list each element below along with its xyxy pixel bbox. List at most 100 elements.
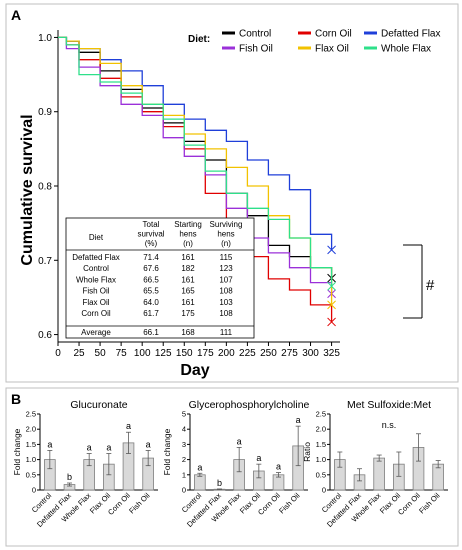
- table-cell: Flax Oil: [82, 298, 109, 307]
- censor-mark-defatted-flax: [327, 245, 336, 255]
- bar-y-tick-label: 0.5: [316, 470, 326, 479]
- bar-y-tick-label: 0: [322, 486, 326, 495]
- table-cell: 65.5: [143, 287, 159, 296]
- series-line-fish-oil: [58, 36, 333, 294]
- category-label-corn-oil: Corn Oil: [396, 491, 422, 517]
- bar-y-tick-label: 1.5: [26, 440, 36, 449]
- table-average-cell: 111: [220, 328, 233, 337]
- significance-letter: a: [276, 462, 281, 472]
- table-header: DietTotalsurvival(%)Startinghens(n)Survi…: [89, 220, 243, 248]
- legend-label-flax-oil: Flax Oil: [315, 44, 349, 55]
- table-cell: 61.7: [143, 309, 159, 318]
- series-line-whole-flax: [58, 36, 333, 287]
- category-label-fish-oil: Fish Oil: [277, 491, 302, 516]
- legend-label-control: Control: [239, 29, 271, 40]
- bar-y-tick-label: 2.0: [316, 425, 326, 434]
- category-label-corn-oil: Corn Oil: [256, 491, 282, 517]
- bar-chart-title: Glycerophosphorylcholine: [189, 399, 310, 411]
- bar-chart-title: Glucuronate: [70, 399, 127, 411]
- x-tick-label: 25: [73, 348, 85, 359]
- bar-y-tick-label: 4: [182, 425, 186, 434]
- table-header-cell: (%): [145, 239, 158, 248]
- x-axis-title: Day: [180, 362, 209, 379]
- table-average-cell: 168: [181, 328, 195, 337]
- legend-label-whole-flax: Whole Flax: [381, 44, 431, 55]
- bar-y-tick-label: 1.5: [316, 440, 326, 449]
- significance-bracket: #: [403, 244, 435, 319]
- significance-letter: a: [87, 443, 92, 453]
- x-tick-label: 200: [218, 348, 235, 359]
- table-cell: 103: [219, 298, 233, 307]
- bar-y-tick-label: 2.5: [316, 410, 326, 419]
- x-tick-label: 50: [95, 348, 107, 359]
- bar-y-tick-label: 2: [182, 455, 186, 464]
- table-cell: Whole Flax: [76, 275, 116, 284]
- table-cell: 161: [181, 253, 195, 262]
- table-header-cell: Diet: [89, 233, 104, 242]
- legend: Diet: Control Corn Oil Defatted Flax Fish O…: [188, 29, 440, 55]
- x-tick-label: 300: [302, 348, 319, 359]
- table-cell: Control: [83, 264, 109, 273]
- significance-letter: a: [256, 453, 261, 463]
- y-tick-label: 0.6: [38, 330, 52, 341]
- significance-letter: a: [126, 421, 131, 431]
- panel-b-frame: [5, 387, 459, 547]
- table-header-cell: hens: [179, 230, 196, 239]
- table-header-cell: survival: [137, 230, 164, 239]
- x-tick-label: 100: [134, 348, 151, 359]
- bar-y-tick-label: 3: [182, 440, 186, 449]
- x-tick-label: 75: [116, 348, 128, 359]
- table-cell: 107: [219, 275, 233, 284]
- table-cell: Defatted Flax: [72, 253, 120, 262]
- category-label-fish-oil: Fish Oil: [417, 491, 442, 516]
- bar-y-tick-label: 2.5: [26, 410, 36, 419]
- significance-letter: a: [146, 439, 151, 449]
- survival-table: DietTotalsurvival(%)Startinghens(n)Survi…: [65, 217, 255, 339]
- table-header-cell: Starting: [174, 220, 202, 229]
- table-cell: 115: [220, 253, 233, 262]
- y-tick-label: 0.7: [38, 256, 52, 267]
- bar-chart-glucuronate: Glucuronate Fold change 0 0.5 1.0 1.5 2.0 2.5 a C…: [12, 399, 158, 529]
- table-cell: 108: [219, 309, 233, 318]
- survival-lines: [58, 36, 336, 327]
- x-tick-label: 225: [239, 348, 256, 359]
- x-tick-label: 325: [323, 348, 340, 359]
- significance-letter: a: [296, 415, 301, 425]
- censor-mark-flax-oil: [327, 300, 336, 310]
- bar-chart-met-sulfoxide-met: Met Sulfoxide:Met Ratio 0 0.5 1.0 1.5 2.0 2.5 Co…: [302, 399, 448, 529]
- panel-a-frame: [5, 3, 459, 383]
- x-tick-label: 150: [176, 348, 193, 359]
- table-cell: 123: [219, 264, 233, 273]
- x-tick-label: 175: [197, 348, 214, 359]
- table-average-row: Average 66.1 168 111: [81, 328, 232, 337]
- censor-mark-corn-oil: [327, 317, 336, 327]
- y-ticks: 0.6 0.7 0.8 0.9 1.0: [38, 33, 58, 341]
- bar-y-tick-label: 1.0: [316, 455, 326, 464]
- significance-letter: b: [217, 478, 222, 488]
- table-cell: 165: [181, 287, 195, 296]
- significance-letter: a: [106, 443, 111, 453]
- significance-letter: a: [237, 436, 242, 446]
- table-cell: Fish Oil: [82, 287, 109, 296]
- legend-label-defatted-flax: Defatted Flax: [381, 29, 440, 40]
- table-average-cell: 66.1: [143, 328, 159, 337]
- bar-y-tick-label: 1: [182, 470, 186, 479]
- survival-chart: 0.6 0.7 0.8 0.9 1.0 0 25 50 75 100 125 150 175 200 22…: [19, 29, 440, 380]
- hash-mark: #: [426, 277, 435, 294]
- legend-label-fish-oil: Fish Oil: [239, 44, 273, 55]
- category-label-corn-oil: Corn Oil: [106, 491, 132, 517]
- table-cell: Corn Oil: [81, 309, 111, 318]
- annotation-ns: n.s.: [382, 420, 397, 430]
- bar-y-label: Fold change: [162, 428, 172, 475]
- significance-letter: a: [197, 462, 202, 472]
- x-tick-label: 275: [281, 348, 298, 359]
- panel-b-letter: B: [11, 391, 21, 407]
- bar-y-tick-label: 0.5: [26, 470, 36, 479]
- bar-y-tick-label: 1.0: [26, 455, 36, 464]
- table-header-cell: (n): [183, 239, 193, 248]
- bar-y-label: Ratio: [302, 442, 312, 462]
- significance-letter: b: [67, 472, 72, 482]
- table-header-cell: hens: [217, 230, 234, 239]
- table-header-cell: Total: [143, 220, 160, 229]
